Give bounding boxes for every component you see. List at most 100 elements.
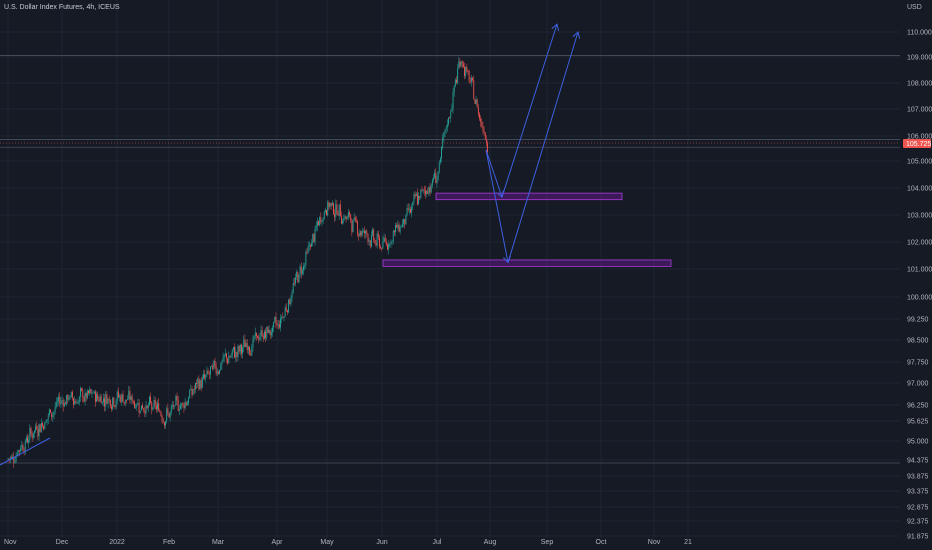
candle-body (328, 202, 330, 208)
candle-body (429, 187, 431, 193)
candle-body (88, 390, 89, 394)
candle-body (444, 129, 446, 133)
candle-body (368, 240, 370, 242)
candle-body (206, 370, 208, 375)
candle-body (31, 434, 33, 438)
candle-body (143, 408, 145, 411)
candle-body (339, 204, 341, 217)
candle-body (461, 61, 463, 64)
candle-body (237, 346, 239, 358)
candle-body (138, 403, 140, 413)
candle-body (152, 407, 154, 410)
candle-body (372, 229, 373, 235)
candle-body (343, 218, 345, 222)
candle-body (98, 399, 100, 402)
candle-body (253, 336, 255, 340)
candle-body (61, 400, 63, 401)
candle-body (451, 108, 453, 112)
candle-body (122, 394, 124, 403)
candle-body (246, 343, 248, 351)
candle-body (244, 339, 246, 348)
candle-body (441, 147, 442, 159)
trend-line[interactable] (0, 437, 51, 466)
support-zones[interactable] (382, 192, 672, 267)
trend-line[interactable] (0, 437, 51, 466)
candle-body (74, 401, 76, 405)
candle-body (255, 332, 257, 336)
candle-body (416, 193, 418, 205)
x-axis[interactable]: Nov Dec 2022 Feb Mar Apr May Jun Jul Aug Sep Oct Nov… (4, 539, 692, 546)
candle-body (71, 391, 73, 398)
candle-body (150, 396, 152, 403)
candle-body (456, 79, 457, 83)
candle-body (185, 401, 187, 406)
candle-body (198, 378, 200, 390)
candle-body (105, 394, 107, 407)
candle-body (381, 248, 383, 249)
chart-title: U.S. Dollar Index Futures, 4h, ICEUS (4, 4, 120, 11)
y-tick-label: 93.375 (907, 489, 929, 496)
candle-body (419, 196, 421, 198)
x-tick-label: May (320, 539, 334, 546)
candle-body (425, 190, 426, 194)
candle-body (30, 428, 32, 435)
candle-body (272, 327, 273, 333)
y-axis[interactable]: 110.000 109.000 108.000 107.000 106.000 105.0… (907, 30, 932, 541)
y-tick-label: 106.000 (907, 134, 932, 141)
candle-body (242, 348, 244, 354)
candle-body (199, 380, 201, 390)
candle-body (66, 395, 68, 405)
candle-body (315, 226, 317, 229)
candle-body (319, 217, 321, 226)
candle-body (234, 347, 235, 358)
candle-body (55, 402, 57, 407)
candle-body (460, 61, 462, 67)
candle-body (344, 216, 346, 219)
candle-body (349, 212, 350, 215)
candle-body (91, 393, 93, 395)
candle-body (241, 344, 242, 354)
y-tick-label: 99.250 (907, 317, 929, 324)
candle-body (351, 220, 353, 233)
y-tick-label: 105.000 (907, 159, 932, 166)
candle-body (115, 400, 117, 408)
candle-body (67, 395, 69, 400)
currency-label: USD (907, 4, 922, 11)
candle-body (357, 221, 359, 235)
candle-body (17, 450, 19, 452)
candle-body (76, 403, 78, 404)
candle-body (314, 228, 316, 242)
candle-body (403, 218, 405, 224)
candle-body (99, 396, 101, 402)
candle-body (377, 233, 379, 238)
y-tick-label: 92.875 (907, 505, 929, 512)
candle-body (362, 230, 364, 232)
candle-body (331, 203, 333, 206)
candle-body (205, 374, 207, 379)
last-price-label: 105.725 (906, 141, 931, 148)
candle-body (310, 245, 311, 247)
candle-body (222, 357, 224, 362)
candle-body (197, 378, 199, 384)
candle-body (134, 402, 135, 408)
candle-body (188, 398, 189, 404)
candle-body (24, 441, 26, 453)
candle-body (469, 81, 471, 83)
candle-body (439, 158, 441, 163)
candle-body (252, 339, 254, 348)
x-tick-label: Oct (596, 539, 607, 546)
candle-body (422, 189, 424, 191)
candle-body (45, 421, 47, 423)
candle-body (62, 400, 64, 407)
candle-body (313, 233, 315, 242)
candle-body (200, 380, 202, 388)
y-tick-label: 95.000 (907, 439, 929, 446)
candle-body (428, 187, 430, 194)
support-zone[interactable] (382, 259, 672, 267)
projection-arrows[interactable] (485, 23, 581, 264)
candle-body (203, 374, 204, 379)
candle-body (361, 230, 363, 236)
candle-body (44, 422, 46, 430)
projection-path[interactable] (485, 23, 558, 199)
